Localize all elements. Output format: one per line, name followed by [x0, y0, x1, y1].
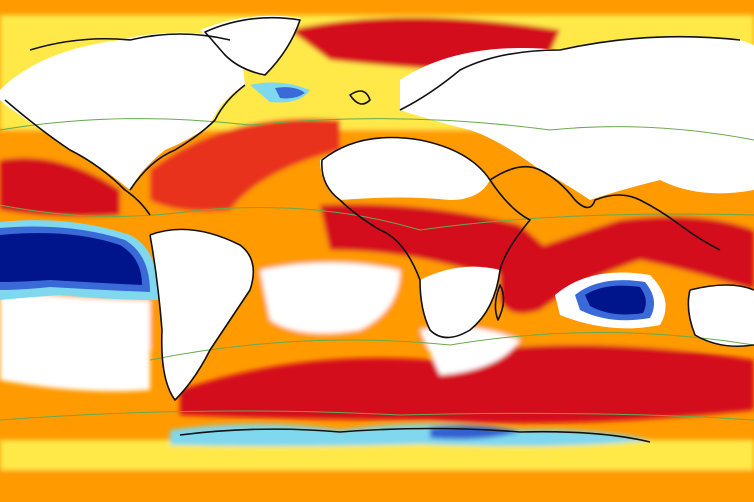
- pacific-cold: [0, 220, 159, 300]
- coastline: [29, 33, 231, 51]
- coastline: [349, 90, 371, 105]
- south-america: [150, 229, 254, 400]
- field-red: [180, 345, 754, 424]
- coastline: [494, 284, 505, 321]
- coastline: [179, 427, 651, 443]
- greenland: [200, 15, 300, 75]
- coastline: [4, 99, 151, 216]
- coastline: [149, 228, 255, 401]
- australia: [688, 285, 754, 347]
- field-blue: [275, 87, 305, 99]
- contours: [0, 118, 754, 421]
- land: [0, 15, 754, 400]
- field-navy: [585, 285, 646, 315]
- field-white: [0, 290, 150, 392]
- coastline: [687, 284, 754, 348]
- north-africa: [320, 137, 490, 200]
- field-white: [260, 262, 400, 334]
- indian-cold: [555, 272, 666, 329]
- coastlines: [4, 16, 754, 443]
- eurasia: [400, 36, 754, 201]
- contour: [0, 118, 754, 141]
- contour: [0, 204, 754, 231]
- coastline: [321, 136, 531, 339]
- contour: [0, 410, 754, 421]
- coastline: [129, 84, 246, 191]
- field-navy: [0, 232, 142, 285]
- field-red: [150, 118, 340, 212]
- coastline: [204, 16, 301, 76]
- field-orange: [0, 470, 754, 502]
- contour: [149, 332, 754, 361]
- north-america: [0, 32, 245, 190]
- coastline: [489, 165, 721, 251]
- field-red: [0, 158, 120, 217]
- coastline: [399, 35, 741, 111]
